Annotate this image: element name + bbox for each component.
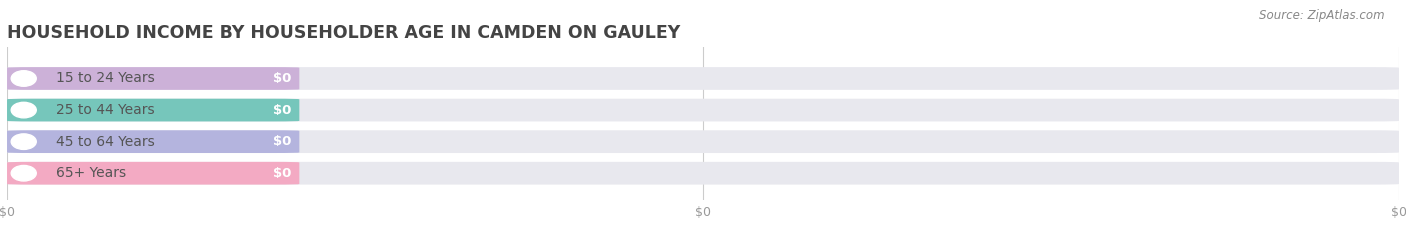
Text: Source: ZipAtlas.com: Source: ZipAtlas.com [1260,9,1385,22]
Text: 45 to 64 Years: 45 to 64 Years [56,135,155,149]
FancyBboxPatch shape [7,130,299,153]
Text: 25 to 44 Years: 25 to 44 Years [56,103,155,117]
Text: $0: $0 [273,135,292,148]
FancyBboxPatch shape [7,130,1399,153]
FancyBboxPatch shape [7,99,299,121]
Text: $0: $0 [273,167,292,180]
FancyBboxPatch shape [7,67,299,90]
FancyBboxPatch shape [7,67,1399,90]
Text: $0: $0 [273,104,292,116]
FancyBboxPatch shape [7,99,1399,121]
FancyBboxPatch shape [7,162,299,185]
Ellipse shape [11,71,37,86]
FancyBboxPatch shape [7,162,1399,185]
Text: 65+ Years: 65+ Years [56,166,127,180]
Ellipse shape [11,134,37,149]
Text: HOUSEHOLD INCOME BY HOUSEHOLDER AGE IN CAMDEN ON GAULEY: HOUSEHOLD INCOME BY HOUSEHOLDER AGE IN C… [7,24,681,42]
Text: $0: $0 [273,72,292,85]
Ellipse shape [11,165,37,181]
Ellipse shape [11,102,37,118]
Text: 15 to 24 Years: 15 to 24 Years [56,72,155,86]
